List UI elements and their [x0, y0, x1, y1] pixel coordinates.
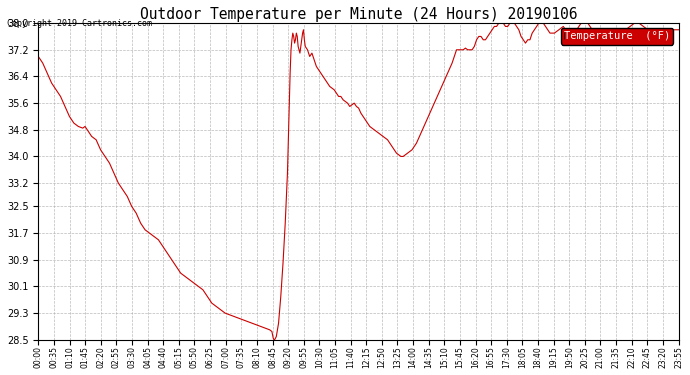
Text: Copyright 2019 Cartronics.com: Copyright 2019 Cartronics.com	[7, 19, 152, 28]
Legend: Temperature  (°F): Temperature (°F)	[561, 28, 673, 45]
Title: Outdoor Temperature per Minute (24 Hours) 20190106: Outdoor Temperature per Minute (24 Hours…	[139, 7, 577, 22]
